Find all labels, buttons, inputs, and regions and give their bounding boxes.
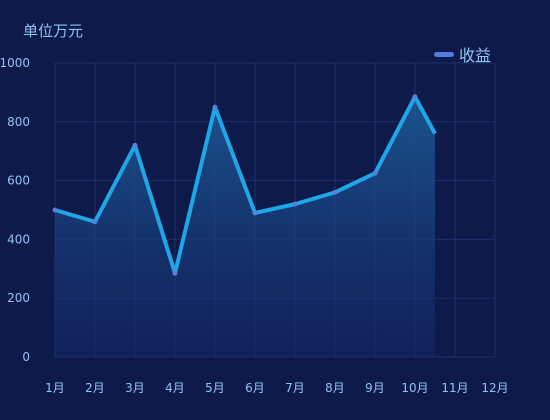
y-axis-unit-label: 单位万元 (23, 22, 83, 40)
y-tick-label: 200 (7, 291, 30, 305)
data-point[interactable] (52, 207, 58, 213)
y-tick-label: 400 (7, 232, 30, 246)
data-point[interactable] (132, 142, 138, 148)
x-tick-label: 1月 (45, 381, 65, 395)
data-point[interactable] (332, 189, 338, 195)
x-tick-label: 7月 (285, 381, 305, 395)
x-tick-label: 10月 (401, 381, 428, 395)
series-points (52, 94, 418, 276)
x-tick-label: 12月 (481, 381, 508, 395)
data-point[interactable] (412, 94, 418, 100)
x-tick-label: 5月 (205, 381, 225, 395)
data-point[interactable] (172, 270, 178, 276)
x-tick-label: 11月 (441, 381, 468, 395)
area-fill (55, 96, 435, 357)
axes: 0 200 400 600 800 1000 1月 2月 3月 4月 5月 6月 7月 8月 9月 10月 11… (0, 56, 509, 395)
y-tick-label: 800 (7, 115, 30, 129)
data-point[interactable] (252, 210, 258, 216)
x-tick-label: 6月 (245, 381, 265, 395)
data-point[interactable] (212, 104, 218, 110)
series-area (55, 96, 435, 357)
data-point[interactable] (292, 201, 298, 207)
legend-label: 收益 (459, 46, 491, 65)
data-point[interactable] (92, 219, 98, 225)
y-tick-label: 0 (22, 350, 30, 364)
x-tick-label: 8月 (325, 381, 345, 395)
x-tick-label: 9月 (365, 381, 385, 395)
x-tick-label: 4月 (165, 381, 185, 395)
data-point[interactable] (372, 170, 378, 176)
y-tick-label: 600 (7, 174, 30, 188)
x-tick-label: 3月 (125, 381, 145, 395)
legend[interactable]: 收益 (434, 46, 491, 65)
y-tick-label: 1000 (0, 56, 30, 70)
legend-swatch (434, 52, 454, 57)
x-tick-label: 2月 (85, 381, 105, 395)
